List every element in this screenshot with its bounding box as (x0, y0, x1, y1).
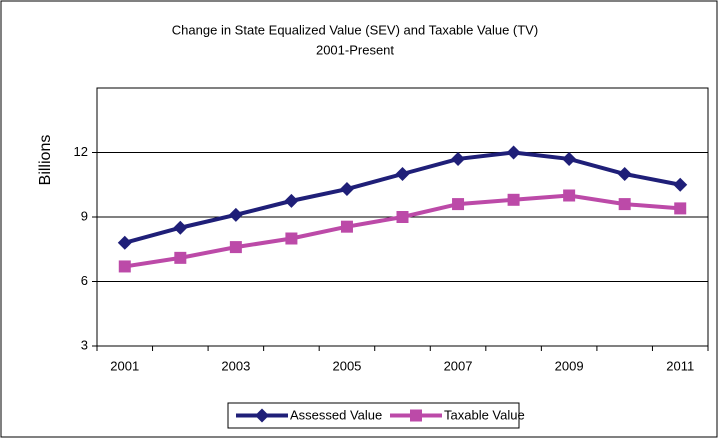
y-axis-label: Billions (37, 135, 54, 186)
marker (563, 189, 576, 202)
marker (452, 198, 465, 211)
chart-subtitle: 2001-Present (316, 42, 394, 57)
y-tick-label: 3 (81, 337, 88, 352)
marker (410, 409, 422, 422)
marker (340, 220, 353, 233)
chart-title: Change in State Equalized Value (SEV) an… (172, 22, 538, 37)
x-tick-label: 2011 (666, 358, 694, 373)
marker (117, 235, 132, 250)
marker (506, 145, 521, 160)
legend: Assessed Value Taxable Value (227, 402, 525, 429)
legend-label: Taxable Value (444, 407, 525, 422)
marker (339, 182, 354, 197)
marker (396, 211, 409, 223)
y-tick-label: 6 (81, 273, 88, 288)
marker (173, 220, 188, 235)
x-tick-label: 2001 (110, 358, 139, 373)
x-tick-label: 2005 (332, 358, 361, 373)
legend-label: Assessed Value (290, 407, 382, 422)
marker (229, 241, 242, 254)
marker (395, 167, 410, 181)
marker (507, 193, 520, 206)
y-tick-label: 12 (74, 144, 88, 159)
x-tick-label: 2003 (221, 358, 250, 373)
y-tick-label: 9 (81, 208, 88, 223)
marker (228, 207, 243, 222)
marker (284, 193, 299, 208)
x-tick-label: 2007 (444, 358, 473, 373)
marker (118, 260, 131, 273)
marker (674, 202, 687, 215)
marker (174, 251, 187, 264)
marker (673, 177, 688, 192)
x-tick-label: 2009 (555, 358, 584, 373)
marker (618, 198, 631, 211)
marker (451, 151, 466, 166)
marker (285, 232, 298, 245)
marker (617, 167, 632, 181)
marker (255, 408, 269, 423)
marker (562, 151, 577, 166)
